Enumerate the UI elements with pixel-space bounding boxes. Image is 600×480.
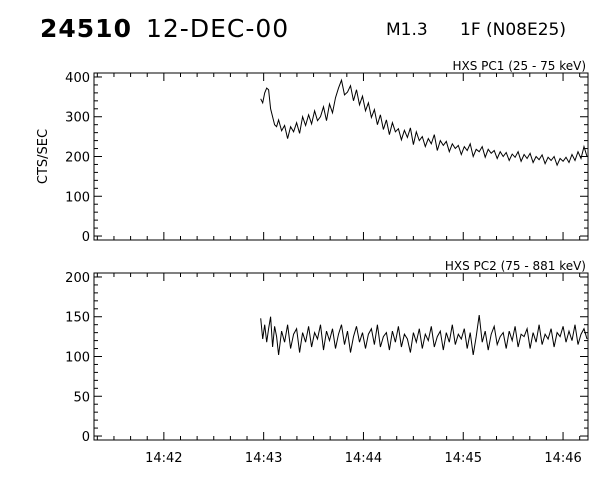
panel2-y-tick-label: 150	[65, 311, 90, 326]
panel2-x-tick-label: 14:45	[445, 451, 482, 466]
panel2-y-tick-label: 100	[65, 351, 90, 366]
goes-class: M1.3	[386, 20, 428, 40]
panel2-x-tick-label: 14:42	[145, 451, 182, 466]
panel1-y-tick-label: 100	[65, 190, 90, 205]
panel2-title: HXS PC2 (75 - 881 keV)	[445, 259, 586, 273]
panel2-frame	[93, 272, 589, 441]
event-date: 12-DEC-00	[146, 14, 290, 43]
panel2-series-line	[260, 315, 588, 355]
panel1-y-tick-label: 0	[82, 230, 90, 245]
panel2-x-tick-label: 14:46	[544, 451, 581, 466]
panel2-y-tick-label: 0	[82, 430, 90, 445]
event-number: 24510	[40, 14, 132, 43]
plot-header: 24510 12-DEC-00 M1.3 1F (N08E25)	[0, 0, 600, 60]
panel2-y-tick-label: 50	[73, 390, 90, 405]
panel2-x-tick-label: 14:43	[245, 451, 282, 466]
optical-location: 1F (N08E25)	[460, 20, 566, 40]
panel1-title: HXS PC1 (25 - 75 keV)	[452, 59, 586, 73]
panel1-y-tick-label: 400	[65, 71, 90, 86]
panel1-series-line	[260, 78, 588, 167]
panel2-y-tick-label: 200	[65, 271, 90, 286]
panel2-x-tick-label: 14:44	[345, 451, 382, 466]
panel1-y-axis-label: CTS/SEC	[36, 129, 51, 184]
panel1-y-tick-label: 200	[65, 151, 90, 166]
panel1-y-tick-label: 300	[65, 111, 90, 126]
